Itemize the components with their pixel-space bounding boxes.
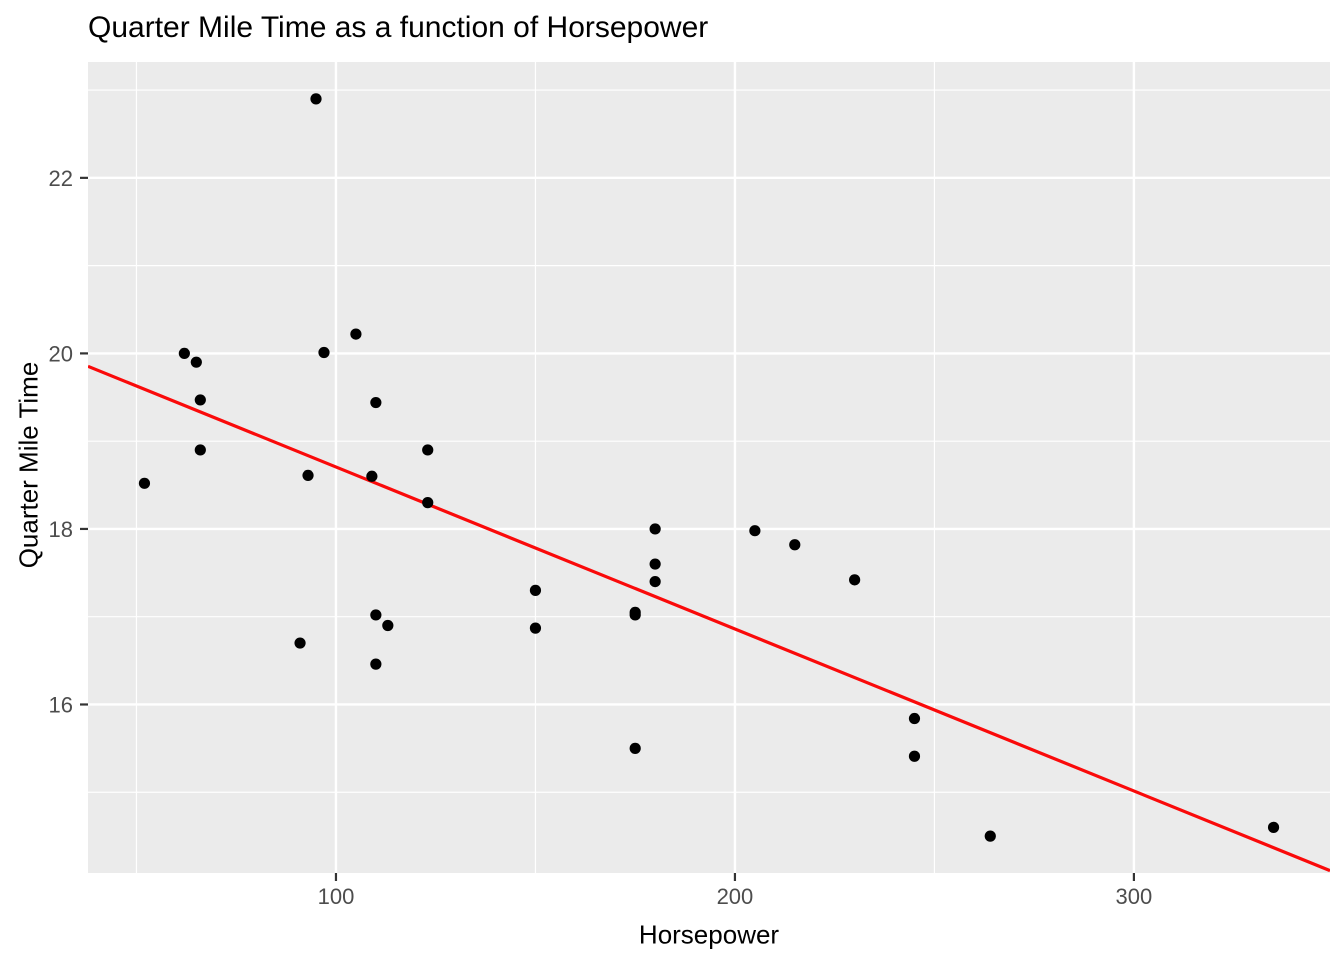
data-point [849,574,861,586]
data-point [370,609,382,621]
data-point [370,658,382,670]
trend-line [88,364,1330,873]
data-point [382,619,394,632]
y-tick-label: 18 [49,517,73,542]
data-point [194,394,206,406]
data-point [1267,821,1280,833]
data-point [984,830,996,842]
data-point [789,539,801,551]
data-point [366,470,378,482]
data-point [422,444,434,456]
x-tick-label: 300 [1116,884,1153,909]
data-point [629,606,641,618]
data-point [138,477,151,489]
y-tick-label: 20 [49,341,73,366]
data-point [649,558,661,570]
data-point [422,497,434,509]
data-point [908,750,921,762]
chart-title: Quarter Mile Time as a function of Horse… [88,11,709,44]
data-point [318,346,330,359]
data-point [908,712,921,725]
data-point [294,637,306,649]
x-axis-title: Horsepower [638,919,780,950]
data-point [178,347,190,359]
data-point [629,742,641,754]
data-point [310,93,322,105]
data-point [749,525,761,537]
data-point [302,469,314,481]
data-point [370,396,382,409]
data-point [649,576,661,588]
x-tick-label: 100 [318,884,355,909]
data-point [350,328,362,340]
x-tick-label: 200 [717,884,754,909]
y-tick-label: 16 [49,692,73,717]
y-tick-label: 22 [49,166,73,191]
data-point [190,356,202,368]
data-point [529,584,542,596]
data-point [529,622,542,634]
data-point [649,523,661,535]
panel-background [88,62,1330,873]
data-point [194,444,206,456]
